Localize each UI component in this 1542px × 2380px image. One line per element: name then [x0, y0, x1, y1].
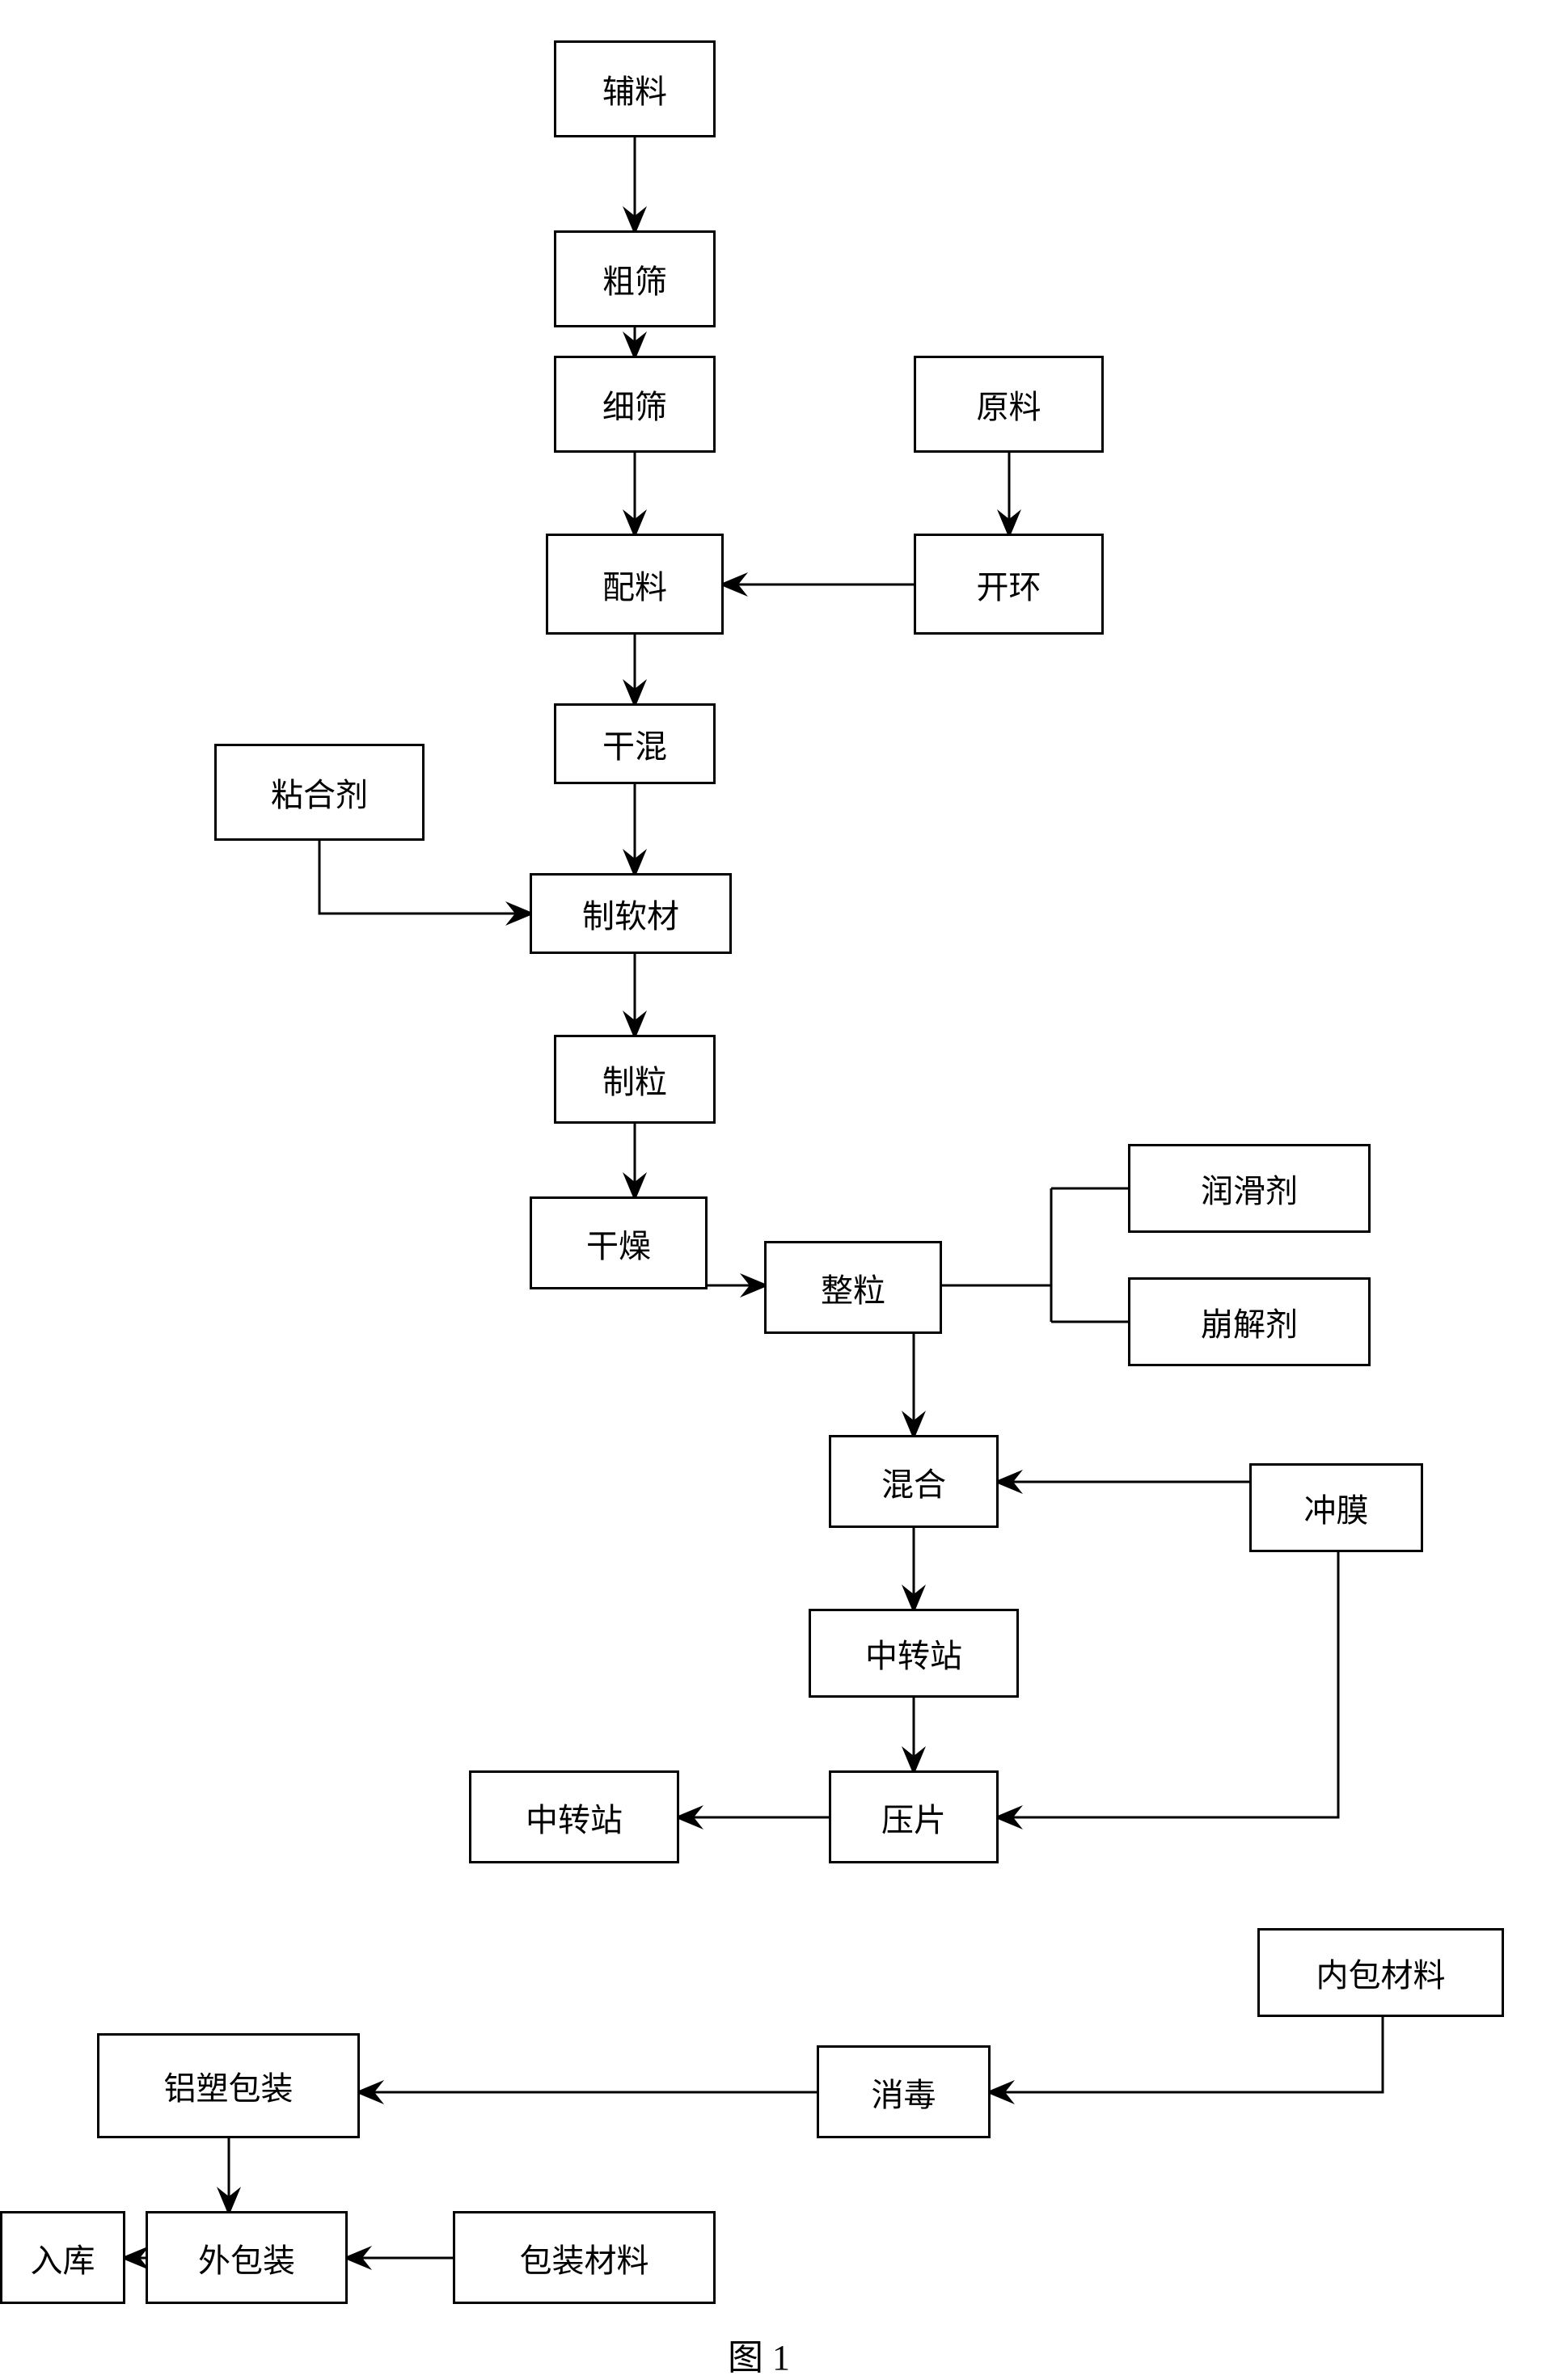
flow-node-neibao: 内包材料	[1257, 1928, 1504, 2017]
flow-node-fuliao: 辅料	[554, 40, 716, 137]
flow-node-label: 配料	[602, 561, 667, 608]
flow-node-waibao: 外包装	[146, 2211, 348, 2304]
flow-node-hunhe: 混合	[829, 1435, 999, 1528]
flow-edge	[991, 2017, 1383, 2092]
flow-node-label: 入库	[31, 2234, 95, 2281]
flow-node-label: 混合	[881, 1458, 946, 1505]
flow-node-zhongzhuan1: 中转站	[809, 1609, 1019, 1698]
flow-node-label: 开环	[977, 561, 1041, 608]
flow-node-label: 崩解剂	[1201, 1298, 1298, 1345]
flow-node-label: 冲膜	[1304, 1484, 1369, 1531]
flow-edge	[999, 1552, 1338, 1817]
flow-node-ruancai: 制软材	[530, 873, 732, 954]
flow-node-label: 制粒	[602, 1056, 667, 1103]
flow-node-cushai: 粗筛	[554, 230, 716, 327]
flow-node-label: 压片	[881, 1794, 946, 1841]
flow-node-runhuaji: 润滑剂	[1128, 1144, 1371, 1233]
flow-node-label: 消毒	[872, 2069, 936, 2116]
flow-node-label: 润滑剂	[1201, 1165, 1298, 1212]
flow-node-ganhun: 干混	[554, 703, 716, 784]
flow-node-label: 辅料	[602, 65, 667, 112]
flow-node-label: 中转站	[865, 1630, 962, 1677]
flow-node-lvsu: 铝塑包装	[97, 2033, 360, 2138]
flow-node-xishai: 细筛	[554, 356, 716, 453]
flow-node-ganzao: 干燥	[530, 1196, 708, 1289]
flow-node-zhili: 制粒	[554, 1035, 716, 1124]
flow-node-zhengli: 整粒	[764, 1241, 942, 1334]
flow-node-zhongzhuan2: 中转站	[469, 1770, 679, 1863]
flow-node-xiaodu: 消毒	[817, 2045, 991, 2138]
flow-node-chongmo: 冲膜	[1249, 1463, 1423, 1552]
flow-edge	[319, 841, 530, 914]
flow-node-label: 内包材料	[1316, 1949, 1446, 1996]
flow-node-bengjieji: 崩解剂	[1128, 1277, 1371, 1366]
flow-node-label: 干混	[602, 720, 667, 767]
flow-node-label: 中转站	[526, 1794, 623, 1841]
flow-node-label: 包装材料	[520, 2234, 649, 2281]
flow-node-label: 干燥	[586, 1220, 651, 1267]
flow-node-yapian: 压片	[829, 1770, 999, 1863]
flow-node-label: 铝塑包装	[164, 2062, 294, 2109]
flow-node-baozhuangcl: 包装材料	[453, 2211, 716, 2304]
flow-node-label: 原料	[977, 381, 1041, 428]
flow-node-label: 制软材	[582, 890, 679, 937]
flow-node-peiliao: 配料	[546, 534, 724, 635]
flow-node-label: 粗筛	[602, 255, 667, 302]
flow-node-yuanliao: 原料	[914, 356, 1104, 453]
flow-node-label: 细筛	[602, 381, 667, 428]
flow-node-label: 外包装	[198, 2234, 295, 2281]
flow-node-label: 整粒	[821, 1264, 885, 1311]
flow-node-kaihuan: 开环	[914, 534, 1104, 635]
flow-node-nianheji: 粘合剂	[214, 744, 425, 841]
figure-caption: 图 1	[728, 2328, 790, 2380]
flow-node-ruku: 入库	[0, 2211, 125, 2304]
flow-node-label: 粘合剂	[271, 769, 368, 816]
